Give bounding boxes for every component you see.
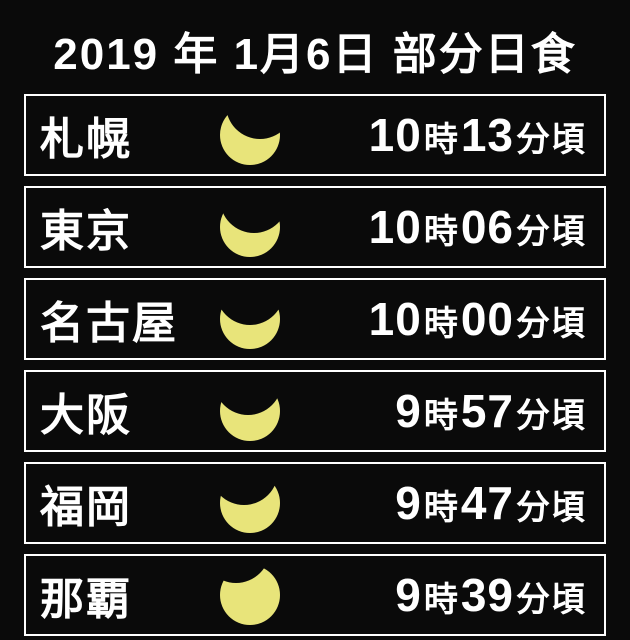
minute-label: 分頃 [516,204,586,253]
minute-label: 分頃 [516,572,586,621]
eclipse-icon [210,371,290,451]
city-label: 名古屋 [40,287,210,351]
city-label: 福岡 [40,471,210,535]
eclipse-icon [210,279,290,359]
eclipse-icon [210,95,290,175]
hour-label: 時 [424,112,459,161]
minute-value: 47 [461,476,514,530]
eclipse-time: 10時13分頃 [369,108,586,162]
table-row: 札幌 10時13分頃 [24,94,606,176]
hour-label: 時 [424,204,459,253]
city-label: 大阪 [40,379,210,443]
minute-label: 分頃 [516,296,586,345]
city-label: 那覇 [40,563,210,627]
eclipse-time: 9時47分頃 [395,476,586,530]
hour-label: 時 [424,572,459,621]
hour-value: 10 [369,292,422,346]
eclipse-time: 9時57分頃 [395,384,586,438]
eclipse-time: 10時00分頃 [369,292,586,346]
minute-value: 13 [461,108,514,162]
eclipse-icon [210,187,290,267]
minute-value: 57 [461,384,514,438]
hour-label: 時 [424,480,459,529]
hour-value: 9 [395,568,422,622]
hour-value: 10 [369,108,422,162]
table-row: 名古屋 10時00分頃 [24,278,606,360]
table-row: 大阪 9時57分頃 [24,370,606,452]
hour-value: 9 [395,384,422,438]
eclipse-table: 札幌10時13分頃東京10時06分頃名古屋10時00分頃大阪9時57分頃福岡9時… [24,94,606,636]
table-row: 福岡 9時47分頃 [24,462,606,544]
minute-label: 分頃 [516,112,586,161]
minute-label: 分頃 [516,388,586,437]
eclipse-icon [210,463,290,543]
hour-label: 時 [424,388,459,437]
page-title: 2019 年 1月6日 部分日食 [24,18,606,82]
minute-value: 00 [461,292,514,346]
hour-label: 時 [424,296,459,345]
minute-value: 39 [461,568,514,622]
eclipse-icon [210,555,290,635]
minute-value: 06 [461,200,514,254]
hour-value: 10 [369,200,422,254]
eclipse-time: 9時39分頃 [395,568,586,622]
table-row: 東京 10時06分頃 [24,186,606,268]
city-label: 東京 [40,195,210,259]
city-label: 札幌 [40,103,210,167]
eclipse-time: 10時06分頃 [369,200,586,254]
table-row: 那覇 9時39分頃 [24,554,606,636]
minute-label: 分頃 [516,480,586,529]
hour-value: 9 [395,476,422,530]
